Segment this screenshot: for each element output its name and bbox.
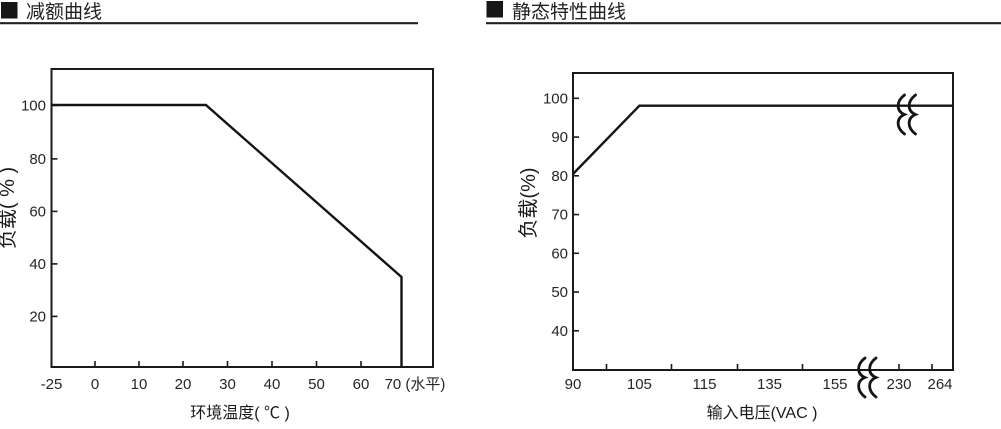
svg-text:静态特性曲线: 静态特性曲线 [512,1,626,23]
svg-text:30: 30 [219,376,236,393]
svg-text:20: 20 [175,376,192,393]
svg-text:10: 10 [131,376,148,393]
svg-text:115: 115 [693,376,717,393]
svg-text:70 (水平): 70 (水平) [385,376,446,393]
svg-text:100: 100 [21,97,46,114]
svg-text:输入电压(VAC ): 输入电压(VAC ) [707,404,818,422]
svg-text:50: 50 [551,284,568,301]
svg-text:80: 80 [551,168,568,185]
svg-text:135: 135 [757,376,782,393]
svg-text:80: 80 [29,151,46,168]
svg-text:90: 90 [565,376,582,393]
svg-text:负载(%): 负载(%) [517,167,540,238]
svg-text:50: 50 [308,376,325,393]
svg-text:105: 105 [627,376,652,393]
svg-text:90: 90 [551,129,568,146]
svg-text:40: 40 [29,256,46,273]
svg-text:-25: -25 [41,376,63,393]
svg-text:40: 40 [264,376,281,393]
svg-text:负载( % ): 负载( % ) [0,167,19,249]
svg-text:60: 60 [353,376,370,393]
svg-text:100: 100 [543,90,568,107]
svg-text:230: 230 [886,376,911,393]
svg-text:60: 60 [29,203,46,220]
svg-text:155: 155 [822,376,847,393]
svg-text:70: 70 [551,207,568,224]
svg-text:60: 60 [551,245,568,262]
svg-text:0: 0 [91,376,99,393]
svg-text:20: 20 [29,308,46,325]
svg-text:264: 264 [927,376,952,393]
svg-text:环境温度( ℃ ): 环境温度( ℃ ) [190,403,290,422]
svg-text:40: 40 [551,323,568,340]
svg-text:减额曲线: 减额曲线 [26,1,102,23]
